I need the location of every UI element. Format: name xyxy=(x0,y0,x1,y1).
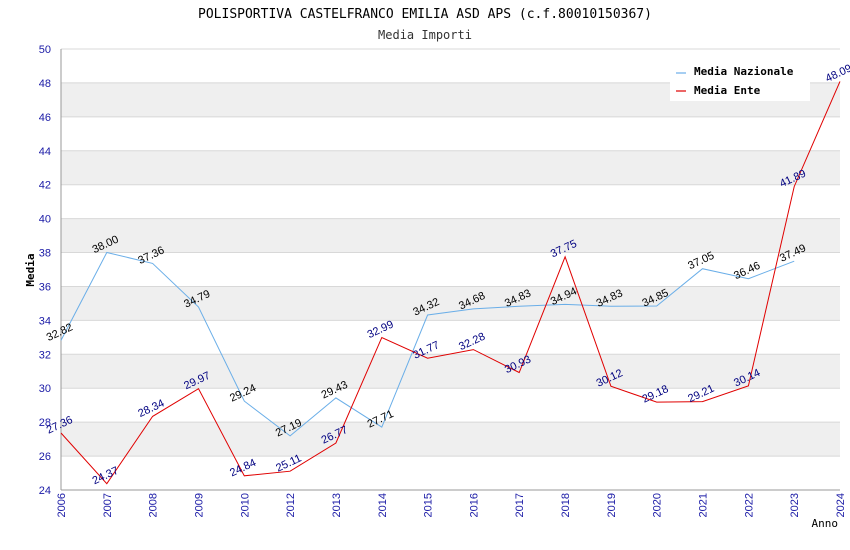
y-tick-label: 50 xyxy=(39,44,51,56)
x-tick-label: 2020 xyxy=(652,493,664,517)
data-label-media-ente: 24.84 xyxy=(228,457,258,480)
y-tick-label: 44 xyxy=(39,146,51,158)
x-tick-label: 2012 xyxy=(285,493,297,517)
axes xyxy=(60,49,840,491)
x-tick-label: 2021 xyxy=(698,493,710,517)
y-tick-label: 40 xyxy=(39,214,51,226)
y-tick-label: 28 xyxy=(39,417,51,429)
background-bands xyxy=(61,82,840,457)
x-tick-label: 2010 xyxy=(239,493,251,517)
chart-subtitle: Media Importi xyxy=(378,28,472,42)
legend-label-media-nazionale: Media Nazionale xyxy=(694,65,794,78)
y-tick-label: 42 xyxy=(39,180,51,192)
x-tick-label: 2007 xyxy=(102,493,114,517)
x-tick-label: 2013 xyxy=(331,493,343,517)
y-tick-labels: 24 26 28 30 32 34 36 38 40 42 44 46 48 50 xyxy=(39,44,51,497)
x-tick-label: 2008 xyxy=(148,493,160,517)
band xyxy=(61,218,840,253)
data-label-media-ente: 24.37 xyxy=(91,465,121,488)
legend-box xyxy=(670,61,810,101)
series-line-media-nazionale xyxy=(60,251,795,437)
x-tick-label: 2024 xyxy=(835,493,847,517)
x-tick-label: 2018 xyxy=(560,493,572,517)
x-tick-label: 2014 xyxy=(377,493,389,517)
x-tick-label: 2022 xyxy=(743,493,755,517)
x-tick-label: 2015 xyxy=(423,493,435,517)
x-tick-label: 2009 xyxy=(193,493,205,517)
x-axis-label: Anno xyxy=(812,517,839,530)
x-tick-label: 2017 xyxy=(514,493,526,517)
band xyxy=(61,286,840,321)
gridlines xyxy=(61,48,840,491)
legend: Media Nazionale Media Ente xyxy=(670,61,810,101)
chart-title: POLISPORTIVA CASTELFRANCO EMILIA ASD APS… xyxy=(198,7,652,22)
y-tick-label: 26 xyxy=(39,451,51,463)
legend-label-media-ente: Media Ente xyxy=(694,84,761,97)
x-tick-label: 2023 xyxy=(789,493,801,517)
series-lines xyxy=(60,81,841,485)
x-tick-label: 2006 xyxy=(56,493,68,517)
band xyxy=(61,422,840,457)
series-line-media-ente xyxy=(60,81,841,485)
x-tick-labels: 2006 2007 2008 2009 2010 2012 2013 2014 2015 2016… xyxy=(56,493,847,517)
data-label-media-ente: 32.99 xyxy=(366,319,396,342)
y-tick-label: 48 xyxy=(39,78,51,90)
y-axis-label: Media xyxy=(24,253,37,286)
x-tick-label: 2016 xyxy=(468,493,480,517)
y-tick-label: 34 xyxy=(39,315,51,327)
band xyxy=(61,354,840,389)
y-tick-label: 30 xyxy=(39,383,51,395)
y-tick-label: 32 xyxy=(39,349,51,361)
band xyxy=(61,150,840,185)
x-tick-label: 2019 xyxy=(606,493,618,517)
y-tick-label: 24 xyxy=(39,485,51,497)
data-label-media-ente: 28.34 xyxy=(136,397,166,420)
y-tick-label: 38 xyxy=(39,248,51,260)
data-label-media-nazionale: 37.05 xyxy=(686,250,716,273)
y-tick-label: 46 xyxy=(39,112,51,124)
data-label-media-ente: 48.09 xyxy=(824,62,850,85)
y-tick-label: 36 xyxy=(39,281,51,293)
